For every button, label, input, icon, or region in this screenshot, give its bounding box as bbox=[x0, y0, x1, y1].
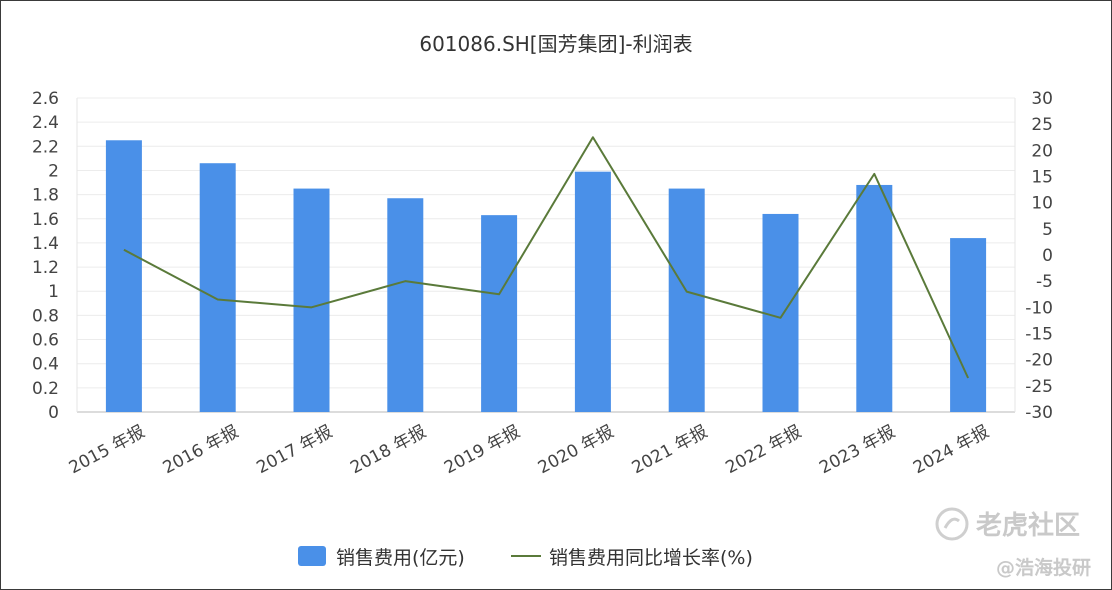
right-tick-label: 30 bbox=[1031, 89, 1053, 109]
legend-bar-label: 销售费用(亿元) bbox=[336, 547, 465, 569]
tiger-logo-stroke bbox=[943, 517, 960, 529]
bar bbox=[481, 215, 518, 412]
right-tick-label: 10 bbox=[1031, 194, 1053, 214]
legend-line-label: 销售费用同比增长率(%) bbox=[549, 547, 753, 569]
left-tick-label: 2.4 bbox=[32, 113, 59, 133]
x-tick-label: 2024 年报 bbox=[910, 422, 992, 478]
tiger-logo-icon bbox=[935, 507, 969, 541]
right-tick-label: -5 bbox=[1036, 272, 1053, 292]
right-tick-label: -10 bbox=[1025, 298, 1053, 318]
left-tick-label: 2 bbox=[48, 161, 59, 181]
right-tick-label: 20 bbox=[1031, 141, 1053, 161]
x-tick-label: 2020 年报 bbox=[535, 422, 617, 478]
x-tick-label: 2017 年报 bbox=[253, 422, 335, 478]
legend-bar-swatch bbox=[298, 546, 326, 566]
bar bbox=[199, 163, 236, 412]
left-tick-label: 1.6 bbox=[32, 210, 59, 230]
right-tick-label: 15 bbox=[1031, 168, 1053, 188]
x-tick-label: 2016 年报 bbox=[160, 422, 242, 478]
right-tick-label: 25 bbox=[1031, 115, 1053, 135]
bar bbox=[856, 184, 893, 412]
line-series bbox=[123, 136, 970, 379]
right-axis-ticks: -30 -25 -20 -15 -10 -5 0 5 10 15 20 25 30 bbox=[1025, 89, 1053, 423]
bar bbox=[762, 213, 799, 412]
right-tick-label: -30 bbox=[1025, 403, 1053, 423]
left-axis-ticks: 0 0.2 0.4 0.6 0.8 1 1.2 1.4 1.6 1.8 2 2.2 2.4 2.6 bbox=[32, 89, 59, 423]
right-tick-label: -25 bbox=[1025, 377, 1053, 397]
x-tick-label: 2023 年报 bbox=[816, 422, 898, 478]
bar bbox=[293, 188, 330, 412]
bar bbox=[574, 171, 611, 412]
left-tick-label: 0 bbox=[48, 403, 59, 423]
watermark-account: @浩海投研 bbox=[996, 556, 1091, 579]
growth-line bbox=[123, 136, 970, 379]
watermark-brand: 老虎社区 bbox=[976, 510, 1080, 541]
x-tick-label: 2019 年报 bbox=[441, 422, 523, 478]
bar-series bbox=[105, 140, 987, 412]
right-tick-label: 0 bbox=[1042, 246, 1053, 266]
bar bbox=[105, 140, 142, 412]
left-tick-label: 1.2 bbox=[32, 258, 59, 278]
bar bbox=[387, 198, 424, 412]
left-tick-label: 2.2 bbox=[32, 137, 59, 157]
bar bbox=[950, 238, 987, 412]
x-tick-label: 2018 年报 bbox=[347, 422, 429, 478]
left-tick-label: 0.8 bbox=[32, 306, 59, 326]
x-tick-label: 2015 年报 bbox=[66, 422, 148, 478]
right-tick-label: 5 bbox=[1042, 220, 1053, 240]
left-tick-label: 1 bbox=[48, 282, 59, 302]
left-tick-label: 2.6 bbox=[32, 89, 59, 109]
left-tick-label: 0.2 bbox=[32, 379, 59, 399]
right-tick-label: -20 bbox=[1025, 351, 1053, 371]
left-tick-label: 0.6 bbox=[32, 331, 59, 351]
left-tick-label: 1.8 bbox=[32, 186, 59, 206]
legend: 销售费用(亿元) 销售费用同比增长率(%) bbox=[298, 546, 753, 569]
chart-title: 601086.SH[国芳集团]-利润表 bbox=[419, 32, 692, 56]
bar bbox=[668, 188, 705, 412]
left-tick-label: 1.4 bbox=[32, 234, 59, 254]
right-tick-label: -15 bbox=[1025, 325, 1053, 345]
x-tick-label: 2022 年报 bbox=[722, 422, 804, 478]
x-tick-label: 2021 年报 bbox=[629, 422, 711, 478]
left-tick-label: 0.4 bbox=[32, 355, 59, 375]
watermark: 老虎社区 @浩海投研 bbox=[935, 507, 1091, 579]
x-axis-ticks: 2015 年报 2016 年报 2017 年报 2018 年报 2019 年报 2020 … bbox=[66, 422, 993, 478]
